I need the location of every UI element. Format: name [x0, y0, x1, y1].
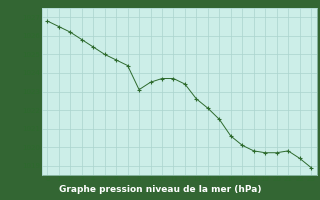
- Text: Graphe pression niveau de la mer (hPa): Graphe pression niveau de la mer (hPa): [59, 185, 261, 194]
